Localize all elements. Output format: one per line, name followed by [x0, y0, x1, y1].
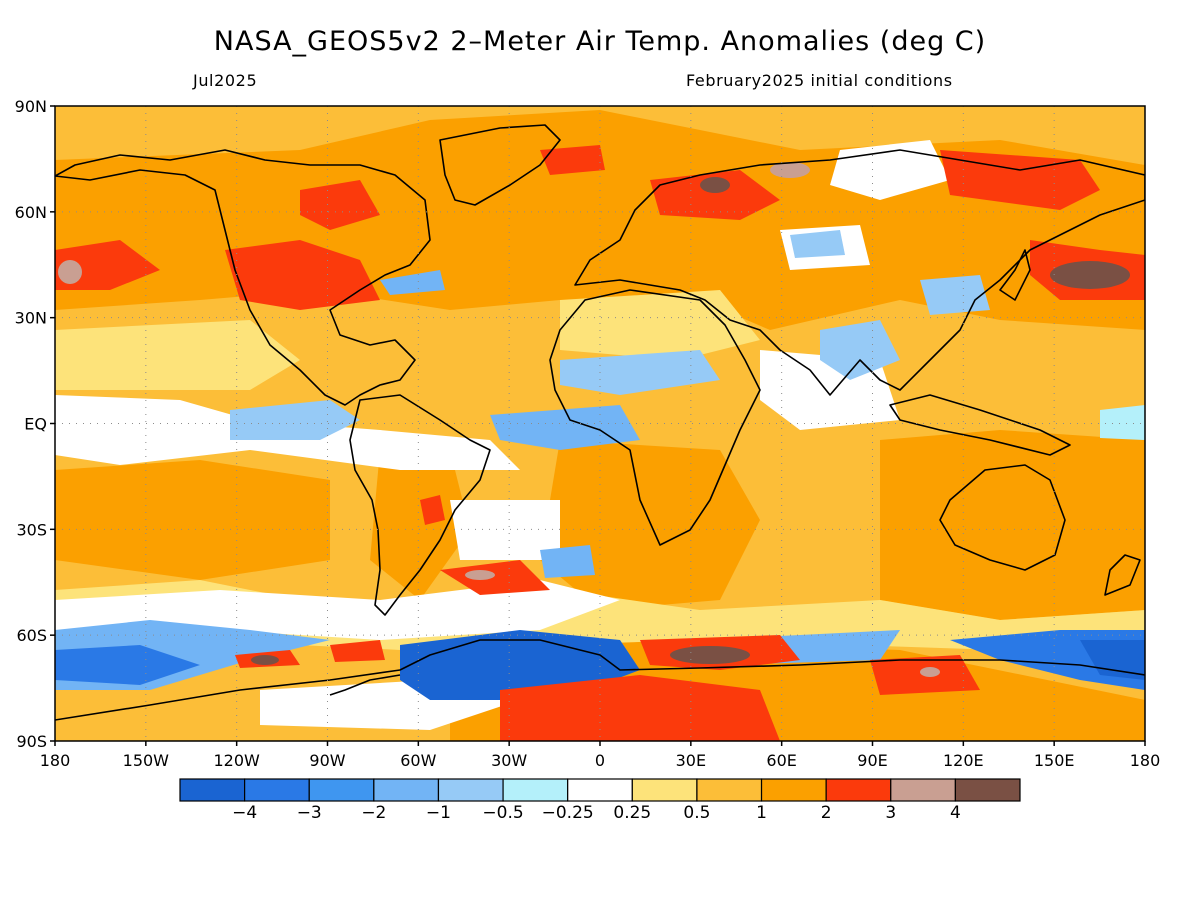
greenland-coast [439, 124, 561, 206]
lat-tick-label: 30N [15, 309, 47, 328]
australia-coast [939, 464, 1066, 571]
lat-tick-label: 90N [15, 97, 47, 116]
africa-coast [549, 289, 761, 546]
lon-tick-label: 60E [766, 751, 796, 770]
lon-tick-label: 90E [857, 751, 887, 770]
colorbar-swatch [954, 778, 1021, 802]
lon-tick-label: 150W [123, 751, 170, 770]
colorbar-swatch [696, 778, 763, 802]
initial-conditions: February2025 initial conditions [686, 71, 953, 90]
colorbar-label: 2 [821, 803, 832, 823]
southeast-asia-coast [889, 394, 1071, 456]
antarctica-coast [55, 639, 1145, 721]
north-america-coast [55, 149, 431, 406]
lon-tick-label: 0 [595, 751, 605, 770]
lon-tick-label: 30E [676, 751, 706, 770]
latitude-axis: 90N 60N 30N EQ 30S 60S 90S [15, 97, 55, 751]
lon-tick-label: 120W [213, 751, 260, 770]
colorbar-label: −2 [361, 803, 386, 823]
colorbar-swatch [760, 778, 827, 802]
colorbar-swatch [308, 778, 375, 802]
hot-regions [55, 145, 1145, 741]
map-title: NASA_GEOS5v2 2–Meter Air Temp. Anomalies… [213, 26, 987, 57]
colorbar-swatch [437, 778, 504, 802]
lon-tick-label: 180 [40, 751, 71, 770]
longitude-axis: 180 150W 120W 90W 60W 30W 0 30E 60E 90E 120E 150E 18… [40, 741, 1161, 770]
eurasia-coast [574, 149, 1145, 396]
coastlines [55, 124, 1145, 721]
colorbar-swatch [631, 778, 698, 802]
blue-regions [55, 230, 1145, 700]
colorbar: −4 −3 −2 −1 −0.5 −0.25 0.25 0.5 1 2 3 4 [179, 778, 1021, 823]
gridlines [55, 106, 1145, 741]
forecast-month: Jul2025 [193, 71, 258, 90]
colorbar-label: −4 [232, 803, 257, 823]
colorbar-label: −0.5 [482, 803, 523, 823]
lon-tick-label: 150E [1034, 751, 1075, 770]
new-zealand-coast [1104, 554, 1141, 596]
lon-tick-label: 30W [491, 751, 527, 770]
lat-tick-label: 60N [15, 203, 47, 222]
colorbar-label: −3 [297, 803, 322, 823]
colorbar-label: −1 [426, 803, 451, 823]
lon-tick-label: 180 [1130, 751, 1161, 770]
colorbar-swatch [567, 778, 633, 802]
lon-tick-label: 120E [943, 751, 984, 770]
colorbar-label: 0.25 [613, 803, 651, 823]
colorbar-label: −0.25 [542, 803, 594, 823]
lat-tick-label: 90S [16, 732, 47, 751]
colorbar-label: 4 [950, 803, 961, 823]
colorbar-swatch [502, 778, 569, 802]
colorbar-swatch [825, 778, 892, 802]
colorbar-label: 0.5 [683, 803, 710, 823]
antarctic-peninsula [329, 674, 401, 696]
japan-coast [999, 249, 1031, 301]
south-america-coast [349, 394, 491, 616]
colorbar-swatch [179, 778, 246, 802]
colorbar-label: 1 [756, 803, 767, 823]
lat-tick-label: 60S [16, 626, 47, 645]
lon-tick-label: 90W [309, 751, 345, 770]
colorbar-swatch [373, 778, 440, 802]
lat-tick-label: EQ [24, 415, 47, 434]
lon-tick-label: 60W [400, 751, 436, 770]
lat-tick-label: 30S [16, 520, 47, 539]
colorbar-label: 3 [885, 803, 896, 823]
colorbar-swatch [244, 778, 310, 802]
colorbar-swatch [890, 778, 956, 802]
